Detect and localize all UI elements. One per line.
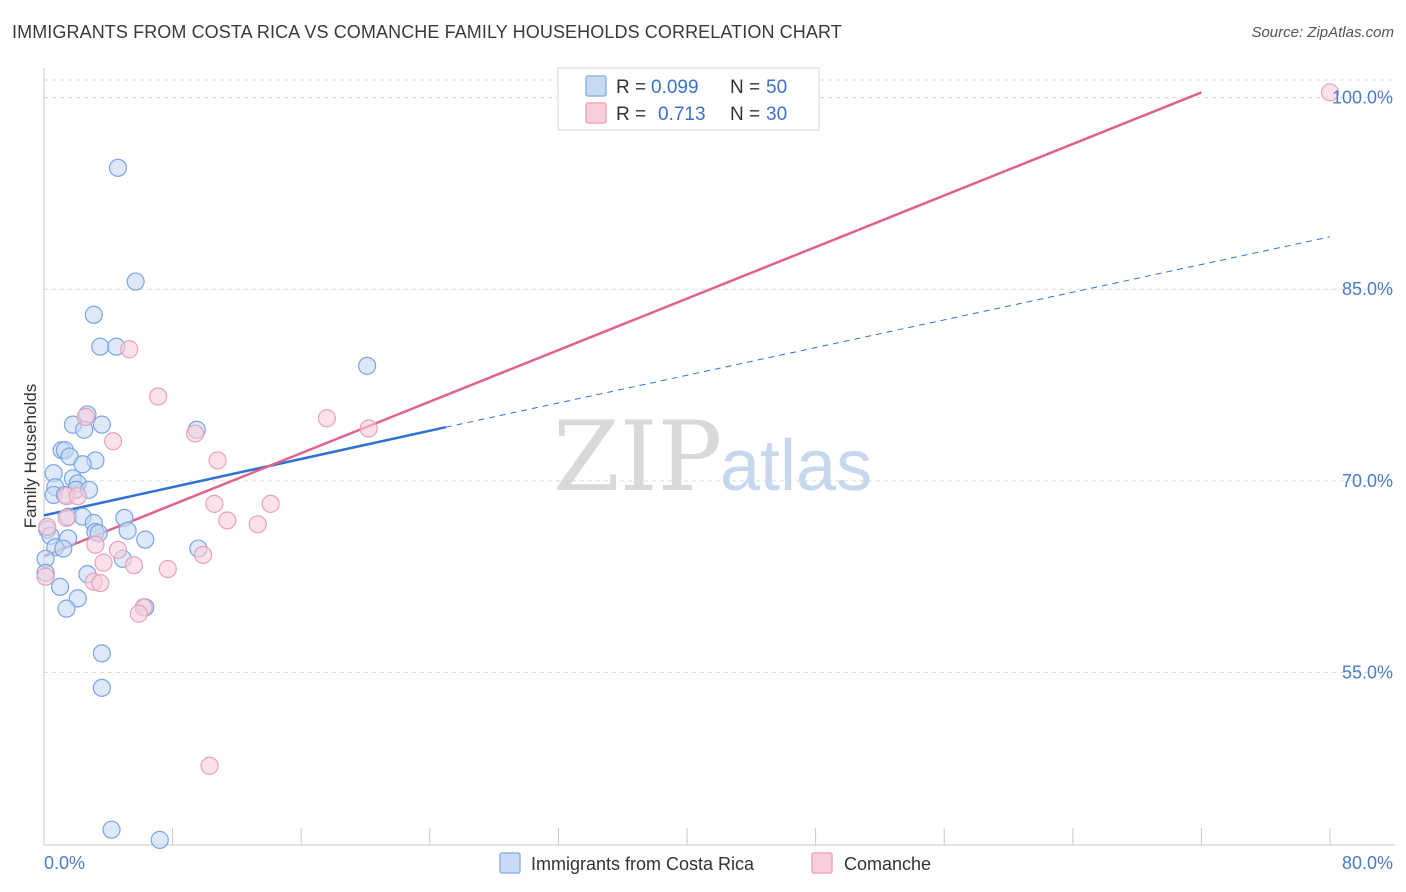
legend-r-value-1: 0.099 [651,77,699,98]
watermark-zip: ZIP [553,401,722,513]
point-comanche [86,535,105,554]
point-comanche [194,545,213,565]
point-costa-rica [92,415,111,434]
tick-labels: 55.0% 70.0% 85.0% 100.0% 0.0% 80.0% [44,88,1393,873]
series-legend-label-1: Immigrants from Costa Rica [531,854,755,874]
point-costa-rica [68,589,87,608]
trend-lines [43,91,1331,558]
point-costa-rica [92,644,111,663]
point-comanche [359,419,378,438]
point-comanche [57,508,76,528]
legend-r-label-2: R = [616,104,646,125]
point-costa-rica [50,577,70,597]
stats-legend: R = 0.099 N = 50 R = 0.713 N = 30 [557,67,820,131]
point-comanche [124,556,144,575]
point-comanche [205,494,224,513]
grid-lines [44,79,1395,674]
series-legend: Immigrants from Costa Rica Comanche [499,852,931,874]
point-costa-rica [126,272,145,291]
point-costa-rica [136,530,155,549]
y-tick-label: 100.0% [1332,88,1393,108]
point-comanche [158,559,177,579]
point-comanche [186,424,205,443]
point-comanche [94,553,113,572]
legend-n-value-1: 50 [766,77,787,98]
point-comanche [200,756,219,775]
legend-n-value-2: 30 [766,104,787,125]
trend-line-costa-rica-extension [445,236,1331,428]
point-comanche [68,487,87,506]
legend-swatch-blue [585,75,607,97]
point-costa-rica [84,305,103,324]
legend-r-label-1: R = [616,77,646,98]
chart-title: IMMIGRANTS FROM COSTA RICA VS COMANCHE F… [12,22,842,42]
point-comanche [261,494,280,513]
legend-r-value-2: 0.713 [658,104,706,125]
x-tick-label: 0.0% [44,853,85,873]
point-comanche [36,567,55,586]
y-axis-label: Family Households [21,384,40,529]
point-costa-rica [118,521,137,540]
point-comanche [76,407,95,427]
point-costa-rica [91,337,110,356]
point-costa-rica [150,830,169,849]
axes [43,68,1395,846]
y-tick-label: 85.0% [1342,279,1393,299]
point-comanche [91,573,110,593]
point-costa-rica [102,820,121,839]
legend-n-label-1: N = [730,77,760,98]
series-legend-swatch-pink [811,852,833,874]
point-comanche [248,515,267,534]
point-comanche [208,451,227,470]
point-comanche [1320,83,1340,102]
point-comanche [317,409,337,428]
y-tick-label: 55.0% [1342,663,1393,683]
legend-n-label-2: N = [730,104,760,125]
point-costa-rica [54,539,73,558]
x-tick-label: 80.0% [1342,853,1393,873]
legend-swatch-pink [585,102,607,124]
point-costa-rica [92,678,111,697]
watermark-atlas: atlas [720,426,872,506]
point-costa-rica [358,356,377,375]
point-costa-rica [73,455,92,474]
point-costa-rica [108,158,128,177]
series-legend-swatch-blue [499,852,521,874]
point-comanche [38,517,57,536]
point-comanche [149,387,168,406]
point-comanche [108,540,128,559]
trend-line-comanche [43,91,1202,558]
series-legend-label-2: Comanche [844,854,931,874]
point-comanche [129,604,148,623]
y-tick-label: 70.0% [1342,471,1393,491]
point-costa-rica [57,599,76,618]
watermark: ZIP atlas [553,401,872,513]
point-comanche [218,511,237,530]
point-comanche [104,432,123,451]
trend-line-costa-rica [43,425,447,517]
point-comanche [120,340,139,359]
scatter-points [36,83,1340,849]
source-credit: Source: ZipAtlas.com [1251,24,1394,41]
